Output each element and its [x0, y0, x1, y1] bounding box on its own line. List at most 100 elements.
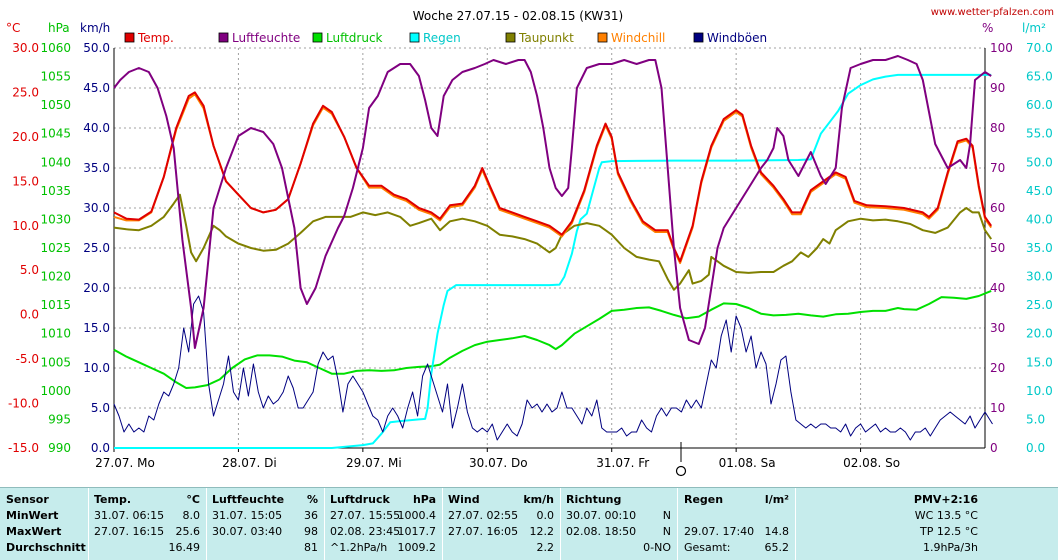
rain-unit-label: l/m²	[1022, 21, 1046, 35]
temp-tick-label: 10.0	[12, 219, 39, 233]
rain-tick-label: 55.0	[1026, 127, 1053, 141]
series-dewpoint-line	[113, 193, 993, 291]
legend-swatch-temp	[124, 32, 135, 43]
wind-min-time: 27.07. 02:55	[448, 509, 519, 522]
rain-tick-label: 0.0	[1026, 441, 1045, 455]
rain-tick-label: 35.0	[1026, 241, 1053, 255]
row-label-max: MaxWert	[6, 525, 62, 538]
pmv-windchill: WC 13.5 °C	[914, 509, 978, 522]
wind-tick-label: 30.0	[83, 201, 110, 215]
pressure-tick-label: 1060	[40, 41, 71, 55]
x-tick-label: 28.07. Di	[222, 456, 277, 470]
direction-avg: 0-NO	[643, 541, 671, 554]
pressure-avg: 1009.2	[397, 541, 437, 554]
pmv-dewpoint: TP 12.5 °C	[919, 525, 978, 538]
row-label-sensor: Sensor	[6, 493, 49, 506]
wind-unit-label: km/h	[80, 21, 110, 35]
temp-min-time: 31.07. 06:15	[94, 509, 165, 522]
x-tick-label: 01.08. Sa	[719, 456, 776, 470]
wind-tick-label: 50.0	[83, 41, 110, 55]
temp-tick-label: -5.0	[16, 352, 39, 366]
x-tick-label: 29.07. Mi	[346, 456, 402, 470]
pressure-tick-label: 1040	[40, 155, 71, 169]
direction-max-time: 02.08. 18:50	[566, 525, 637, 538]
rain-header: Regen	[684, 493, 724, 506]
pressure-tick-label: 1030	[40, 212, 71, 226]
legend-label-pressure: Luftdruck	[326, 31, 383, 45]
humidity-unit-label: %	[982, 21, 993, 35]
wind-unit: km/h	[523, 493, 554, 506]
pressure-max-value: 1017.7	[397, 525, 437, 538]
wind-max-time: 27.07. 16:05	[448, 525, 519, 538]
rain-tick-label: 50.0	[1026, 155, 1053, 169]
wind-tick-label: 15.0	[83, 321, 110, 335]
wind-tick-label: 10.0	[83, 361, 110, 375]
x-tick-label: 31.07. Fr	[596, 456, 649, 470]
humidity-max-value: 98	[304, 525, 318, 538]
pressure-trend: ^1.2hPa/h	[330, 541, 388, 554]
legend-label-temp: Temp.	[137, 31, 174, 45]
humidity-max-time: 30.07. 03:40	[212, 525, 283, 538]
wind-tick-label: 35.0	[83, 161, 110, 175]
temp-tick-label: -10.0	[8, 397, 39, 411]
humidity-header: Luftfeuchte	[212, 493, 285, 506]
humidity-tick-label: 10	[990, 401, 1005, 415]
temp-min-value: 8.0	[182, 509, 201, 522]
pressure-unit-label: hPa	[48, 21, 70, 35]
wind-header: Wind	[448, 493, 480, 506]
temp-tick-label: 15.0	[12, 174, 39, 188]
legend-swatch-pressure	[312, 32, 323, 43]
pressure-tick-label: 1055	[40, 70, 71, 84]
direction-min-time: 30.07. 00:10	[566, 509, 637, 522]
site-label: www.wetter-pfalzen.com	[931, 7, 1054, 18]
weather-chart: Woche 27.07.15 - 02.08.15 (KW31) www.wet…	[6, 7, 1054, 477]
temp-unit: °C	[186, 493, 200, 506]
series-pressure-line	[113, 289, 992, 389]
legend-label-gusts: Windböen	[707, 31, 767, 45]
rain-tick-label: 70.0	[1026, 41, 1053, 55]
humidity-min-value: 36	[304, 509, 318, 522]
rain-max-value: 14.8	[764, 525, 790, 538]
direction-header: Richtung	[566, 493, 622, 506]
wind-tick-label: 45.0	[83, 81, 110, 95]
wind-tick-label: 0.0	[91, 441, 110, 455]
legend-swatch-rain	[409, 32, 420, 43]
row-label-avg: Durchschnitt	[6, 541, 86, 554]
pressure-tick-label: 1035	[40, 184, 71, 198]
stats-table: Sensor MinWert MaxWert Durchschnitt Temp…	[0, 487, 1058, 560]
pressure-tick-label: 1010	[40, 327, 71, 341]
rain-tick-label: 65.0	[1026, 70, 1053, 84]
legend-label-windchill: Windchill	[611, 31, 665, 45]
x-tick-label: 30.07. Do	[469, 456, 528, 470]
pressure-tick-label: 1015	[40, 298, 71, 312]
rain-tick-label: 30.0	[1026, 270, 1053, 284]
humidity-tick-label: 100	[990, 41, 1013, 55]
row-label-min: MinWert	[6, 509, 59, 522]
pressure-tick-label: 1045	[40, 127, 71, 141]
humidity-tick-label: 0	[990, 441, 998, 455]
legend-swatch-humidity	[218, 32, 229, 43]
temp-tick-label: 30.0	[12, 41, 39, 55]
humidity-avg: 81	[304, 541, 318, 554]
pressure-tick-label: 1005	[40, 355, 71, 369]
humidity-min-time: 31.07. 15:05	[212, 509, 283, 522]
humidity-tick-label: 50	[990, 241, 1005, 255]
humidity-unit: %	[306, 493, 318, 506]
pressure-min-value: 1000.4	[397, 509, 437, 522]
rain-tick-label: 20.0	[1026, 327, 1053, 341]
series-temp-line	[113, 91, 993, 263]
wind-tick-label: 25.0	[83, 241, 110, 255]
humidity-tick-label: 40	[990, 281, 1005, 295]
humidity-tick-label: 20	[990, 361, 1005, 375]
rain-tick-label: 45.0	[1026, 184, 1053, 198]
pressure-unit: hPa	[412, 493, 436, 506]
pressure-min-time: 27.07. 15:55	[330, 509, 401, 522]
humidity-tick-label: 90	[990, 81, 1005, 95]
pressure-tick-label: 995	[48, 412, 71, 426]
series-humidity-line	[113, 55, 992, 349]
rain-total-value: 65.2	[764, 541, 790, 554]
pressure-tick-label: 990	[48, 441, 71, 455]
rain-tick-label: 15.0	[1026, 355, 1053, 369]
legend-swatch-windchill	[597, 32, 608, 43]
temp-tick-label: 25.0	[12, 85, 39, 99]
